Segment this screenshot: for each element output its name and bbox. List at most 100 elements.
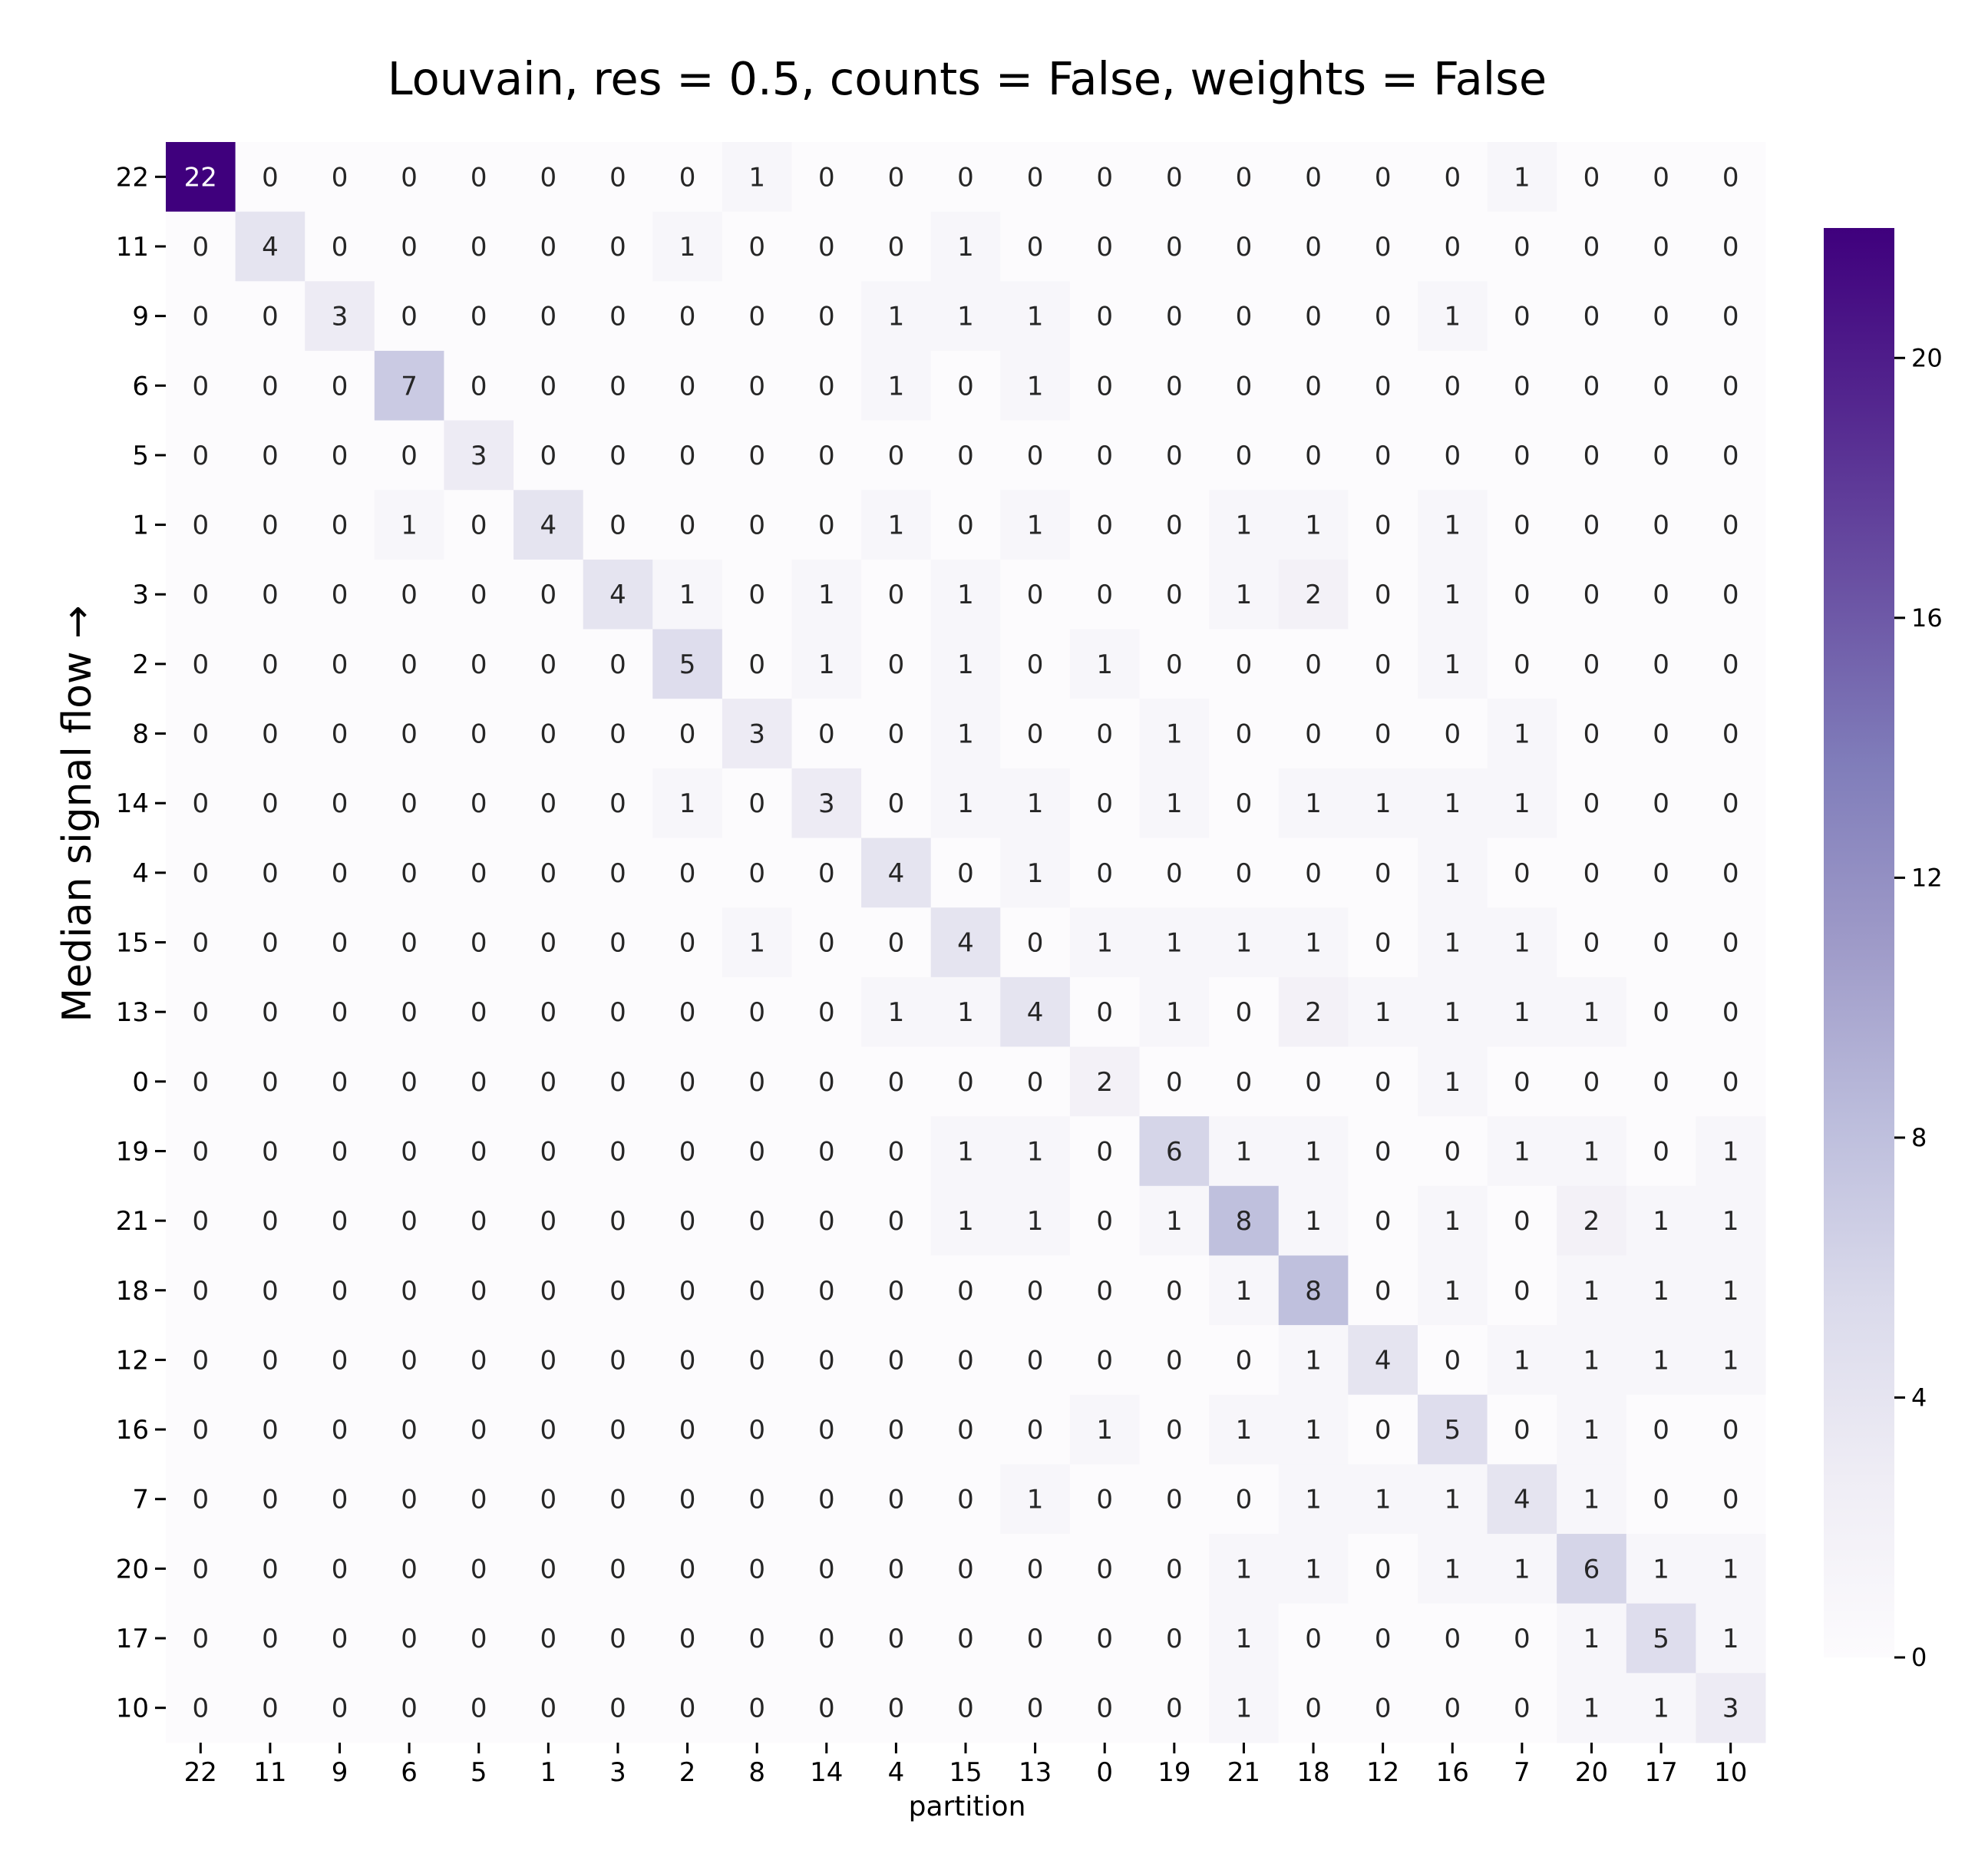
heatmap-cell	[1139, 1673, 1210, 1743]
heatmap-cell	[1209, 1255, 1280, 1326]
cell-value-label: 0	[1514, 649, 1531, 680]
heatmap-cell	[444, 768, 514, 839]
cell-value-label: 0	[1236, 649, 1253, 680]
cell-value-label: 0	[888, 719, 905, 750]
cell-value-label: 0	[818, 232, 835, 263]
heatmap-cell	[1069, 629, 1141, 699]
heatmap-cell	[235, 1255, 305, 1326]
cell-value-label: 0	[818, 511, 835, 541]
heatmap-cell	[514, 1394, 584, 1465]
heatmap-cell	[1626, 211, 1696, 282]
heatmap-cell	[1069, 420, 1141, 491]
cell-value-label: 0	[1166, 1415, 1183, 1446]
heatmap-cell	[444, 1394, 514, 1465]
cell-value-label: 0	[471, 719, 487, 750]
heatmap-cell	[444, 1046, 514, 1117]
cell-value-label: 0	[1305, 302, 1322, 332]
heatmap-cell	[930, 1325, 1001, 1396]
cell-value-label: 0	[192, 1415, 209, 1446]
cell-value-label: 4	[888, 858, 905, 889]
cell-value-label: 0	[957, 1554, 974, 1584]
heatmap-cell	[1557, 1255, 1627, 1326]
heatmap-cell	[1139, 1325, 1210, 1396]
cell-value-label: 0	[1166, 1624, 1183, 1654]
cell-value-label: 0	[1375, 1694, 1392, 1724]
heatmap-cell	[1348, 350, 1418, 421]
heatmap-cell	[652, 281, 723, 352]
heatmap-cell	[1139, 142, 1210, 213]
cell-value-label: 1	[1722, 1136, 1739, 1167]
cell-value-label: 0	[1375, 302, 1392, 332]
heatmap-cell	[1557, 1464, 1627, 1535]
cell-value-label: 0	[1722, 1485, 1739, 1515]
cell-value-label: 1	[1096, 928, 1113, 959]
heatmap-cell	[1417, 1394, 1488, 1465]
cell-value-label: 0	[679, 511, 696, 541]
cell-value-label: 0	[1653, 371, 1669, 401]
cell-value-label: 2	[1096, 1067, 1113, 1098]
heatmap-cell	[1626, 768, 1696, 839]
cell-value-label: 1	[957, 788, 974, 819]
cell-value-label: 0	[1305, 1624, 1322, 1654]
heatmap-cell	[444, 350, 514, 421]
cell-value-label: 1	[1722, 1345, 1739, 1376]
cell-value-label: 0	[1583, 371, 1600, 401]
cell-value-label: 0	[957, 1624, 974, 1654]
heatmap-cell	[1487, 559, 1557, 630]
heatmap-cell	[305, 1046, 375, 1117]
cell-value-label: 0	[679, 371, 696, 401]
cell-value-label: 0	[1305, 232, 1322, 263]
cell-value-label: 0	[1166, 1067, 1183, 1098]
cell-value-label: 0	[1236, 441, 1253, 471]
cell-value-label: 0	[1305, 1067, 1322, 1098]
heatmap-cell	[791, 907, 862, 978]
cell-value-label: 0	[401, 302, 418, 332]
heatmap-cell	[1487, 281, 1557, 352]
cell-value-label: 0	[332, 1624, 348, 1654]
cell-value-label: 0	[1514, 232, 1531, 263]
x-axis-label: partition	[909, 1791, 1026, 1822]
heatmap-cell	[652, 1464, 723, 1535]
heatmap-cell	[444, 629, 514, 699]
heatmap-cell	[1348, 1185, 1418, 1256]
heatmap-cell	[1417, 1116, 1488, 1187]
cell-value-label: 0	[609, 997, 626, 1028]
cell-value-label: 0	[1166, 1345, 1183, 1376]
cell-value-label: 1	[818, 649, 835, 680]
cell-value-label: 0	[1375, 1067, 1392, 1098]
cell-value-label: 0	[1236, 788, 1253, 819]
heatmap-cell	[1069, 1185, 1141, 1256]
cell-value-label: 0	[540, 580, 557, 610]
y-tick-label: 6	[132, 371, 149, 401]
heatmap-cell	[1696, 1116, 1766, 1187]
cell-value-label: 1	[1236, 1624, 1253, 1654]
heatmap-cell	[1557, 1394, 1627, 1465]
heatmap-cell	[235, 281, 305, 352]
x-tick-label: 20	[1575, 1757, 1608, 1788]
cell-value-label: 0	[401, 649, 418, 680]
heatmap-cell	[652, 907, 723, 978]
cell-value-label: 0	[401, 928, 418, 959]
cell-value-label: 0	[1096, 858, 1113, 889]
cell-value-label: 4	[1027, 997, 1044, 1028]
cell-value-label: 0	[401, 1694, 418, 1724]
cell-value-label: 0	[332, 649, 348, 680]
heatmap-cell	[374, 838, 444, 908]
heatmap-cell	[305, 907, 375, 978]
x-tick-label: 2	[679, 1757, 696, 1788]
cell-value-label: 1	[1583, 1345, 1600, 1376]
heatmap-cell	[1626, 1116, 1696, 1187]
heatmap-cell	[1139, 350, 1210, 421]
heatmap-cell	[1278, 768, 1349, 839]
heatmap-cell	[722, 629, 792, 699]
cell-value-label: 0	[748, 511, 765, 541]
colorbar-tick-label: 0	[1911, 1643, 1927, 1672]
heatmap-cell	[305, 629, 375, 699]
y-tick-label: 14	[116, 788, 149, 819]
heatmap-cell	[652, 976, 723, 1047]
heatmap-cell	[652, 1325, 723, 1396]
cell-value-label: 0	[192, 1067, 209, 1098]
cell-value-label: 0	[262, 649, 279, 680]
y-tick-label: 0	[132, 1067, 149, 1098]
cell-value-label: 0	[1166, 1276, 1183, 1307]
